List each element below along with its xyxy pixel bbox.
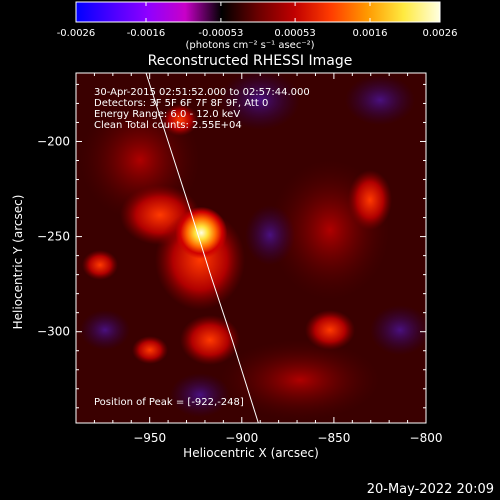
annotation-time-range: 30-Apr-2015 02:51:52.000 to 02:57:44.000 [94,87,310,98]
annotation-clean-counts: Clean Total counts: 2.55E+04 [94,120,242,131]
x-tick-label: −900 [225,431,258,445]
y-axis-label: Heliocentric Y (arcsec) [11,194,25,330]
solar-limb [145,73,259,423]
x-axis-ticks: −950 −900 −850 −800 [75,73,443,445]
plot-frame [75,72,427,424]
y-tick-label: −250 [37,230,70,244]
y-axis-ticks: −200 −250 −300 [37,83,426,409]
flare-peak [175,206,228,259]
x-axis-label: Heliocentric X (arcsec) [183,446,319,460]
y-tick-label: −200 [37,134,70,148]
colorbar-ticks: -0.0026 -0.0016 -0.00053 0.00053 0.0016 0.002… [57,2,458,39]
colorbar-tick-label: 0.0016 [353,28,388,39]
chart-title: Reconstructed RHESSI Image [147,53,353,69]
annotation-detectors: Detectors: 3F 5F 6F 7F 8F 9F, Att 0 [94,98,269,109]
colorbar-units: (photons cm⁻² s⁻¹ asec⁻²) [185,40,315,51]
colorbar-tick-label: -0.0026 [57,28,96,39]
colorbar [75,1,441,23]
annotation-peak-position: Position of Peak = [-922,-248] [94,397,244,408]
colorbar-tick-label: -0.0016 [127,28,166,39]
x-tick-label: −800 [410,431,443,445]
heatmap-blobs [80,73,426,420]
colorbar-tick-label: -0.00053 [198,28,243,39]
x-tick-label: −950 [133,431,166,445]
y-tick-label: −300 [37,325,70,339]
colorbar-tick-label: 0.0026 [423,28,458,39]
annotation-energy-range: Energy Range: 6.0 - 12.0 keV [94,109,241,120]
date-stamp: 20-May-2022 20:09 [366,482,494,497]
heatmap-image [76,73,426,423]
x-tick-label: −850 [317,431,350,445]
colorbar-tick-label: 0.00053 [274,28,315,39]
